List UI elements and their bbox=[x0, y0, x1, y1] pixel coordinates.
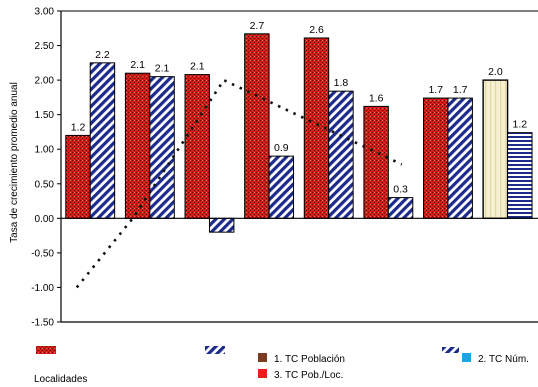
bar-g6-a bbox=[363, 105, 389, 219]
y-tick-label: -1.00 bbox=[31, 283, 54, 294]
y-tick-label: -0.50 bbox=[31, 248, 54, 259]
y-tick-label: 2.50 bbox=[35, 41, 55, 52]
legend-marker-cyan bbox=[462, 353, 471, 362]
legend-label: 3. TC Pob./Loc. bbox=[274, 370, 343, 381]
data-label: 0.3 bbox=[393, 184, 408, 196]
data-label: 1.7 bbox=[428, 84, 443, 96]
bar-g8-b bbox=[507, 132, 533, 219]
data-label: 2.0 bbox=[488, 66, 503, 78]
data-label: 2.2 bbox=[95, 49, 110, 61]
data-label: 1.2 bbox=[513, 119, 528, 131]
y-tick-label: 3.00 bbox=[35, 7, 55, 18]
y-tick-label: 0.50 bbox=[35, 179, 55, 190]
bar-g7-a bbox=[423, 97, 449, 219]
data-label: 2.6 bbox=[309, 24, 324, 36]
bar-g1-a bbox=[65, 134, 91, 219]
legend-label: Localidades bbox=[34, 374, 87, 385]
legend-label: 1. TC Población bbox=[274, 354, 345, 365]
legend-marker-blue bbox=[205, 346, 225, 354]
bar-g4-b bbox=[268, 155, 295, 219]
bar-g7-b bbox=[447, 97, 473, 219]
y-tick-label: 2.00 bbox=[35, 76, 55, 87]
bar-g5-b bbox=[328, 90, 354, 219]
bar-g3-b bbox=[208, 217, 235, 233]
data-label: 2.7 bbox=[250, 20, 265, 32]
bar-g2-a bbox=[124, 72, 151, 219]
y-axis-title: Tasa de crecimiento promedio anual bbox=[9, 82, 20, 243]
data-label: 2.1 bbox=[155, 63, 170, 75]
legend-marker-red bbox=[36, 346, 56, 354]
legend-marker-hatch bbox=[442, 347, 459, 353]
legend-label: 2. TC Núm. bbox=[478, 354, 529, 365]
data-label: 1.8 bbox=[334, 77, 349, 89]
bar-g8-a bbox=[482, 79, 509, 220]
bar-g1-b bbox=[89, 62, 116, 219]
bar-g2-b bbox=[149, 76, 175, 219]
data-label: 2.1 bbox=[130, 59, 145, 71]
y-tick-label: 1.00 bbox=[35, 145, 55, 156]
y-tick-label: 1.50 bbox=[35, 110, 55, 121]
y-tick-label: -1.50 bbox=[31, 318, 54, 329]
trend-line bbox=[75, 78, 403, 289]
data-label: 1.6 bbox=[369, 92, 384, 104]
data-label: 1.7 bbox=[453, 84, 468, 96]
bar-g3-a bbox=[184, 74, 210, 219]
data-label: 0.9 bbox=[274, 142, 289, 154]
y-tick-label: 0.00 bbox=[35, 214, 55, 225]
legend-marker-brown bbox=[258, 353, 267, 362]
bar-g6-b bbox=[387, 197, 414, 219]
data-label: 1.2 bbox=[71, 121, 86, 133]
data-label: 2.1 bbox=[190, 61, 205, 73]
bar-g4-a bbox=[244, 33, 270, 219]
legend-marker-red-square bbox=[258, 369, 267, 378]
